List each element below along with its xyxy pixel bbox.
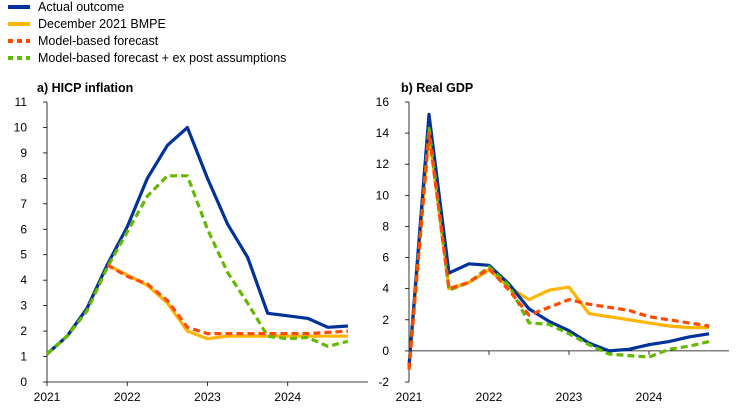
series-line-actual-outcome: [45, 125, 349, 356]
y-tick-label: 8: [382, 219, 389, 233]
y-tick-label: 4: [382, 282, 389, 296]
x-tick-label: 2021: [34, 390, 61, 404]
y-tick-label: 7: [20, 197, 27, 211]
y-tick-label: 10: [376, 188, 390, 202]
y-tick-label: 16: [376, 95, 390, 109]
y-tick-label: 2: [20, 324, 27, 338]
panel-hicp-inflation: a) HICP inflation 0 1 2 3 4 5 6 7 8 9 10 11 2021 2022 2…: [14, 81, 368, 404]
x-tick-label: 2022: [114, 390, 141, 404]
y-tick-label: 12: [376, 157, 390, 171]
x-tick-label: 2021: [396, 390, 423, 404]
y-tick-label: 2: [382, 313, 389, 327]
panel-title: b) Real GDP: [401, 81, 473, 95]
y-tick-label: 11: [15, 95, 28, 109]
y-tick-label: 4: [20, 273, 27, 287]
x-tick-label: 2022: [476, 390, 503, 404]
series-line-model-based-forecast: [407, 131, 710, 370]
y-tick-label: 9: [20, 146, 27, 160]
series-line-december-2021-bmpe: [407, 131, 709, 367]
series-line-model-based-forecast-ex-post-assumptions: [407, 126, 710, 370]
y-tick-label: 5: [20, 248, 27, 262]
x-tick-label: 2024: [636, 390, 663, 404]
y-tick-label: 14: [376, 126, 390, 140]
legend-label: Actual outcome: [38, 0, 124, 14]
x-tick-label: 2023: [194, 390, 221, 404]
y-tick-label: -2: [378, 375, 389, 389]
legend: Actual outcome December 2021 BMPE Model-ba…: [8, 0, 286, 65]
legend-label: December 2021 BMPE: [38, 17, 166, 31]
panel-title: a) HICP inflation: [37, 81, 133, 95]
x-tick-label: 2023: [556, 390, 583, 404]
series-line-model-based-forecast-ex-post-assumptions: [45, 174, 349, 356]
legend-label: Model-based forecast: [38, 34, 159, 48]
series-line-actual-outcome: [407, 112, 710, 367]
y-tick-label: 0: [20, 375, 27, 389]
x-tick-label: 2024: [274, 390, 301, 404]
y-tick-label: 3: [20, 299, 27, 313]
series-line-december-2021-bmpe: [45, 263, 348, 356]
y-tick-label: 1: [20, 350, 27, 364]
y-tick-label: 0: [382, 344, 389, 358]
y-tick-label: 8: [20, 171, 27, 185]
series-line-model-based-forecast: [106, 263, 349, 336]
panel-real-gdp: b) Real GDP -2 0 2 4 6 8 10 12 14 16 2021 2022 2023 20…: [376, 81, 729, 404]
y-tick-label: 6: [20, 222, 27, 236]
legend-label: Model-based forecast + ex post assumptio…: [38, 51, 286, 65]
y-tick-label: 6: [382, 251, 389, 265]
y-tick-label: 10: [14, 120, 28, 134]
